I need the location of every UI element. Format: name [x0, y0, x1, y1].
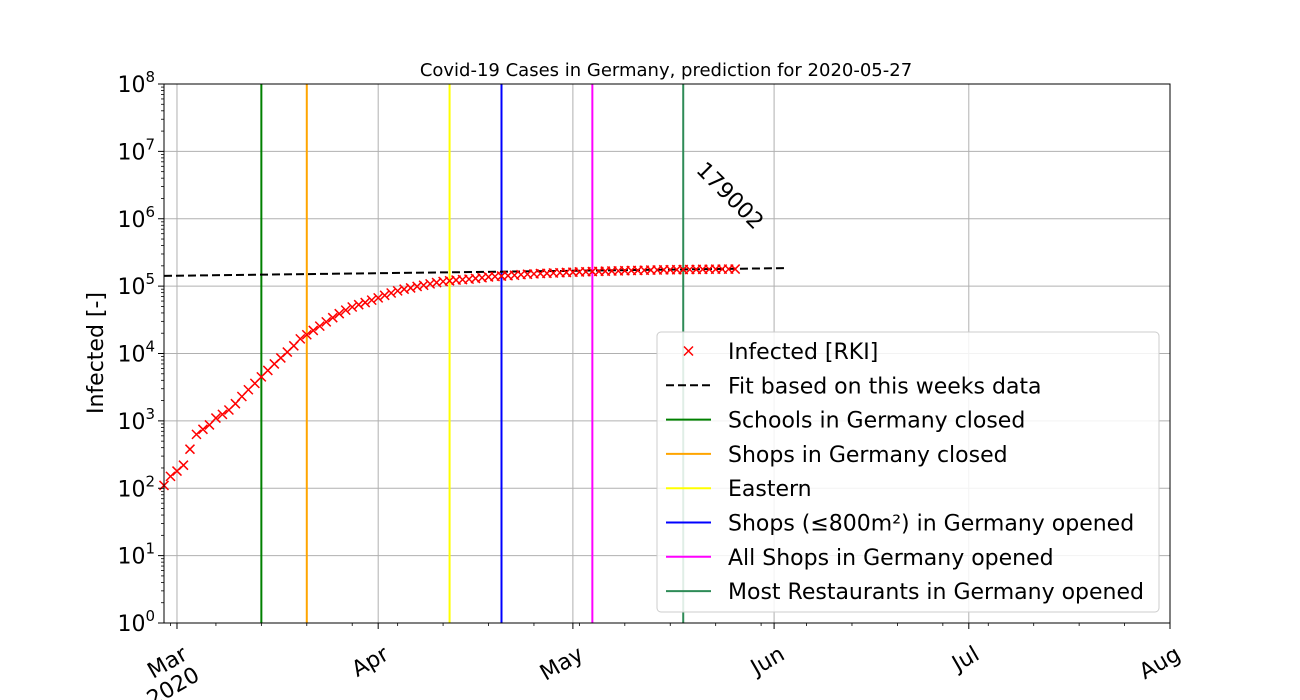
- data-point: [353, 299, 364, 310]
- data-point: [418, 280, 429, 291]
- legend-label: Infected [RKI]: [728, 340, 878, 365]
- data-point: [360, 297, 371, 308]
- data-point: [165, 471, 176, 482]
- data-point: [373, 292, 384, 303]
- data-point: [327, 312, 338, 323]
- data-point: [392, 285, 403, 296]
- y-tick-label: 107: [117, 135, 155, 165]
- legend-label: Fit based on this weeks data: [728, 374, 1042, 399]
- data-point: [184, 444, 195, 455]
- data-point: [217, 409, 228, 420]
- legend-marker: [683, 345, 694, 357]
- legend-box: [656, 331, 1160, 613]
- data-point: [314, 321, 325, 332]
- y-axis-label: Infected [-]: [84, 292, 109, 414]
- x-tick-label-text: Apr: [348, 641, 394, 682]
- data-point: [405, 282, 416, 293]
- x-tick-label-text: Jul: [947, 642, 984, 678]
- data-point: [366, 295, 377, 306]
- x-tick-label: Aug: [1135, 642, 1185, 685]
- data-point: [308, 325, 319, 336]
- y-tick-label: 106: [117, 203, 155, 233]
- legend: Infected [RKI] Fit based on this weeks da…: [656, 331, 1160, 613]
- data-point: [379, 290, 390, 301]
- y-tick-label: 105: [117, 270, 155, 300]
- data-point: [334, 308, 345, 319]
- data-point: [425, 278, 436, 289]
- legend-label: Eastern: [728, 477, 812, 502]
- data-point: [301, 329, 312, 340]
- data-point: [191, 429, 202, 440]
- y-tick-label: 108: [117, 68, 155, 98]
- y-tick-label: 104: [117, 338, 155, 368]
- y-tick-label: 100: [117, 607, 155, 637]
- x-tick-label-text: May: [536, 642, 588, 686]
- x-tick-label-text: Jun: [745, 642, 789, 682]
- data-point: [340, 305, 351, 316]
- legend-label: Shops in Germany closed: [728, 443, 1008, 468]
- legend-label: Shops (≤800m²) in Germany opened: [728, 512, 1134, 537]
- data-point: [295, 333, 306, 344]
- x-tick-label: May: [536, 642, 588, 686]
- y-tick-label: 102: [117, 472, 155, 502]
- chart-title: Covid-19 Cases in Germany, prediction fo…: [420, 60, 912, 81]
- data-point: [210, 413, 221, 424]
- legend-label: Schools in Germany closed: [728, 409, 1025, 434]
- value-annotation: 179002: [691, 158, 768, 235]
- legend-label: All Shops in Germany opened: [728, 546, 1054, 571]
- data-point: [197, 424, 208, 435]
- annotations: 179002: [691, 158, 768, 235]
- data-point: [347, 301, 358, 313]
- data-point: [386, 287, 397, 299]
- x-tick-label: Jul: [947, 642, 984, 678]
- x-tick-label: Apr: [348, 641, 394, 682]
- data-point: [730, 264, 741, 275]
- data-point: [321, 316, 332, 327]
- y-axis: 100 101 102 103 104 105 106 107 108: [117, 68, 164, 637]
- legend-label: Most Restaurants in Germany opened: [728, 580, 1144, 605]
- y-tick-label: 101: [117, 540, 155, 570]
- y-tick-label: 103: [117, 405, 155, 435]
- x-tick-label: Jun: [745, 642, 789, 682]
- data-point: [178, 460, 189, 471]
- x-tick-label-text: Aug: [1135, 642, 1185, 685]
